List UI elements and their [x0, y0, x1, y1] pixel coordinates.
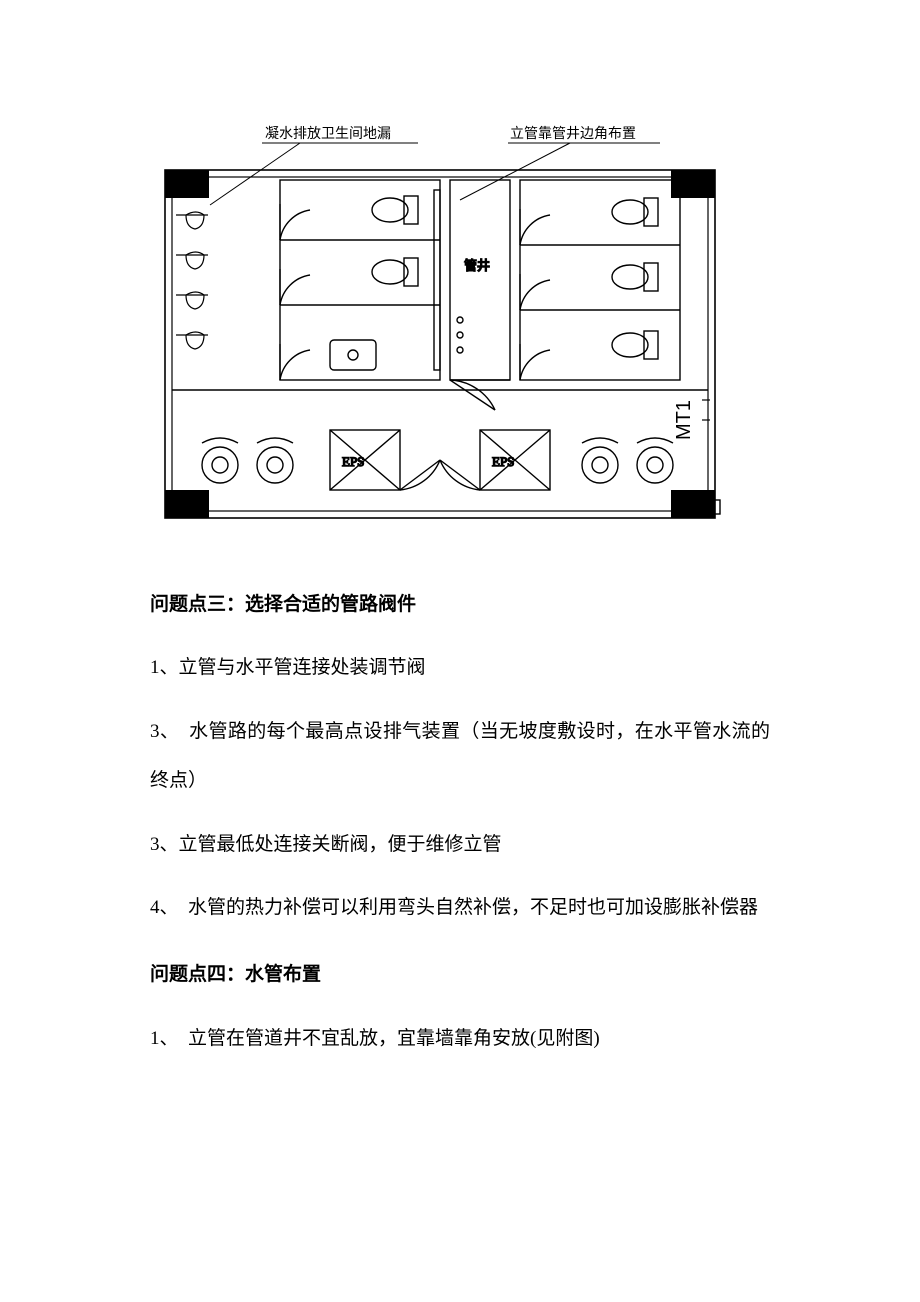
q3-heading: 问题点三：选择合适的管路阀件: [150, 580, 770, 629]
q3-item-4: 4、 水管的热力补偿可以利用弯头自然补偿，不足时也可加设膨胀补偿器: [150, 883, 770, 932]
stall-block-right: [520, 180, 680, 380]
svg-text:EPS: EPS: [492, 454, 514, 469]
q3-item-3: 3、立管最低处连接关断阀，便于维修立管: [150, 820, 770, 869]
q4-heading: 问题点四：水管布置: [150, 950, 770, 999]
callout-right-label: 立管靠管井边角布置: [510, 126, 636, 142]
stall-block-left: [280, 180, 440, 380]
lower-row: EPS EPS: [202, 430, 673, 490]
q3-item-1: 1、立管与水平管连接处装调节阀: [150, 643, 770, 692]
callout-left-label: 凝水排放卫生间地漏: [265, 126, 391, 142]
q4-item-1: 1、 立管在管道井不宜乱放，宜靠墙靠角安放(见附图): [150, 1014, 770, 1063]
svg-text:EPS: EPS: [342, 454, 364, 469]
urinal-bank: [176, 212, 208, 349]
svg-text:管井: 管井: [464, 258, 490, 273]
floor-plan-diagram: 凝水排放卫生间地漏 立管靠管井边角布置: [150, 120, 730, 540]
pipe-shaft: 管井: [450, 180, 510, 410]
mt1-label: MT1: [673, 400, 695, 440]
q3-item-2: 3、 水管路的每个最高点设排气装置（当无坡度敷设时，在水平管水流的终点）: [150, 707, 770, 806]
